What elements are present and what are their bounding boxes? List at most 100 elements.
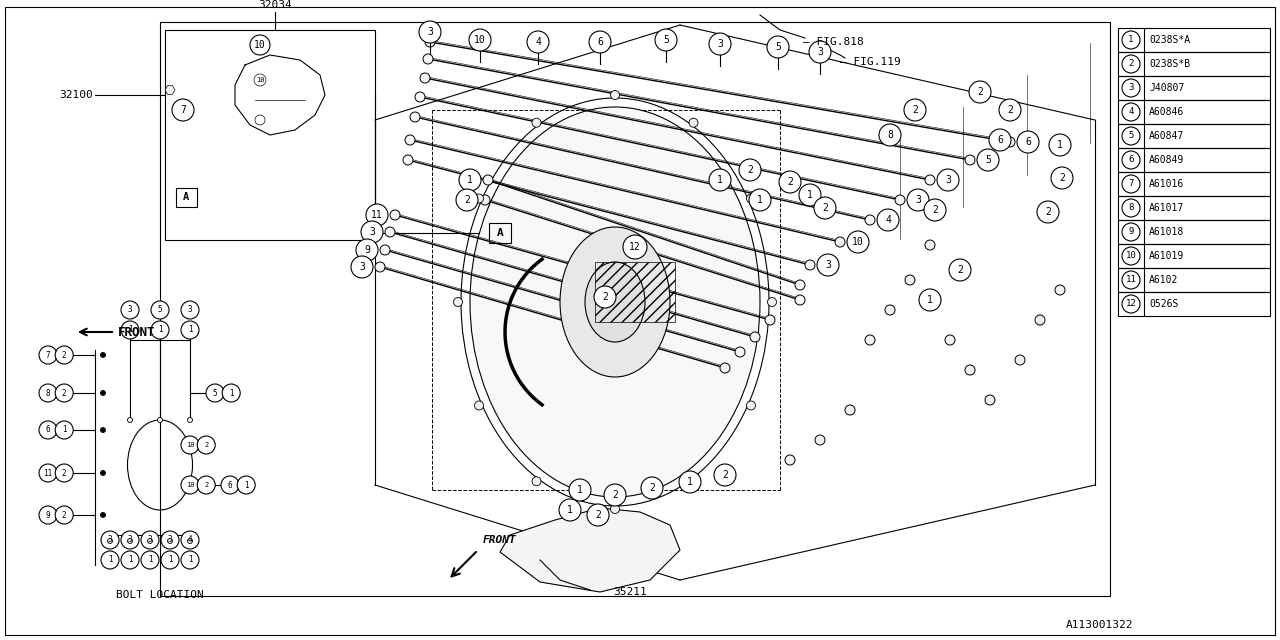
Circle shape [719, 363, 730, 373]
Text: 6: 6 [1128, 156, 1134, 164]
Text: 2: 2 [1128, 60, 1134, 68]
Text: 2: 2 [932, 205, 938, 215]
Circle shape [749, 189, 771, 211]
Circle shape [101, 353, 105, 358]
Text: A: A [497, 228, 503, 238]
Text: 10: 10 [256, 77, 264, 83]
Circle shape [108, 538, 113, 543]
Circle shape [948, 259, 972, 281]
Ellipse shape [470, 107, 760, 497]
Circle shape [998, 99, 1021, 121]
Text: 3: 3 [188, 305, 192, 314]
Text: 1: 1 [188, 326, 192, 335]
Text: 6: 6 [46, 426, 50, 435]
Circle shape [475, 194, 484, 203]
Text: 32100: 32100 [59, 90, 93, 100]
Circle shape [589, 31, 611, 53]
Circle shape [101, 428, 105, 433]
Circle shape [147, 538, 152, 543]
Circle shape [221, 476, 239, 494]
Text: 6: 6 [596, 37, 603, 47]
Circle shape [655, 29, 677, 51]
Circle shape [122, 321, 140, 339]
Text: 5: 5 [212, 388, 218, 397]
Circle shape [709, 169, 731, 191]
Text: 2: 2 [602, 292, 608, 302]
Circle shape [151, 301, 169, 319]
Text: 10: 10 [186, 482, 195, 488]
Circle shape [925, 240, 934, 250]
Circle shape [1037, 201, 1059, 223]
Circle shape [799, 184, 820, 206]
Circle shape [937, 169, 959, 191]
Circle shape [480, 195, 490, 205]
Circle shape [101, 513, 105, 518]
Circle shape [422, 54, 433, 64]
Circle shape [483, 175, 493, 185]
Circle shape [1123, 127, 1140, 145]
Circle shape [1123, 55, 1140, 73]
Circle shape [611, 504, 620, 513]
Text: 1: 1 [687, 477, 692, 487]
Text: A60849: A60849 [1149, 155, 1184, 165]
Text: 1: 1 [577, 485, 582, 495]
Circle shape [187, 417, 192, 422]
Text: 2: 2 [977, 87, 983, 97]
Text: 2: 2 [595, 510, 600, 520]
Text: 3: 3 [915, 195, 920, 205]
Circle shape [460, 169, 481, 191]
Circle shape [965, 155, 975, 165]
Circle shape [735, 347, 745, 357]
Text: 1: 1 [1057, 140, 1062, 150]
Text: 11: 11 [44, 468, 52, 477]
Text: FRONT: FRONT [118, 326, 155, 339]
Circle shape [1123, 247, 1140, 265]
Circle shape [559, 499, 581, 521]
Circle shape [366, 204, 388, 226]
Circle shape [101, 531, 119, 549]
Text: 5: 5 [157, 305, 163, 314]
Ellipse shape [561, 227, 669, 377]
Text: 1: 1 [128, 556, 132, 564]
Text: 6: 6 [997, 135, 1004, 145]
Text: 11: 11 [371, 210, 383, 220]
Circle shape [122, 551, 140, 569]
Text: 10: 10 [1125, 252, 1137, 260]
Text: 0526S: 0526S [1149, 299, 1179, 309]
Circle shape [161, 531, 179, 549]
Bar [1117, 76, 1270, 100]
Circle shape [746, 401, 755, 410]
Text: 1: 1 [157, 326, 163, 335]
Text: 0238S*A: 0238S*A [1149, 35, 1190, 45]
Circle shape [180, 531, 198, 549]
Text: 2: 2 [204, 442, 209, 448]
Circle shape [468, 29, 492, 51]
Circle shape [815, 435, 826, 445]
Text: 8: 8 [887, 130, 893, 140]
Text: 3: 3 [128, 305, 132, 314]
Text: 0238S*B: 0238S*B [1149, 59, 1190, 69]
Circle shape [223, 384, 241, 402]
Circle shape [527, 31, 549, 53]
Circle shape [1123, 271, 1140, 289]
Circle shape [785, 455, 795, 465]
Circle shape [55, 384, 73, 402]
Circle shape [404, 135, 415, 145]
Circle shape [689, 118, 698, 127]
Circle shape [385, 227, 396, 237]
Circle shape [250, 35, 270, 55]
Text: 35211: 35211 [613, 587, 646, 597]
Circle shape [157, 417, 163, 422]
Circle shape [623, 235, 646, 259]
Circle shape [180, 551, 198, 569]
Text: 12: 12 [630, 242, 641, 252]
Circle shape [253, 74, 266, 86]
Circle shape [356, 239, 378, 261]
Text: 5: 5 [1128, 131, 1134, 141]
Text: 1: 1 [61, 426, 67, 435]
Text: 1: 1 [756, 195, 763, 205]
Text: 2: 2 [957, 265, 963, 275]
Text: 4: 4 [188, 536, 192, 545]
Circle shape [895, 195, 905, 205]
Text: 10: 10 [474, 35, 486, 45]
